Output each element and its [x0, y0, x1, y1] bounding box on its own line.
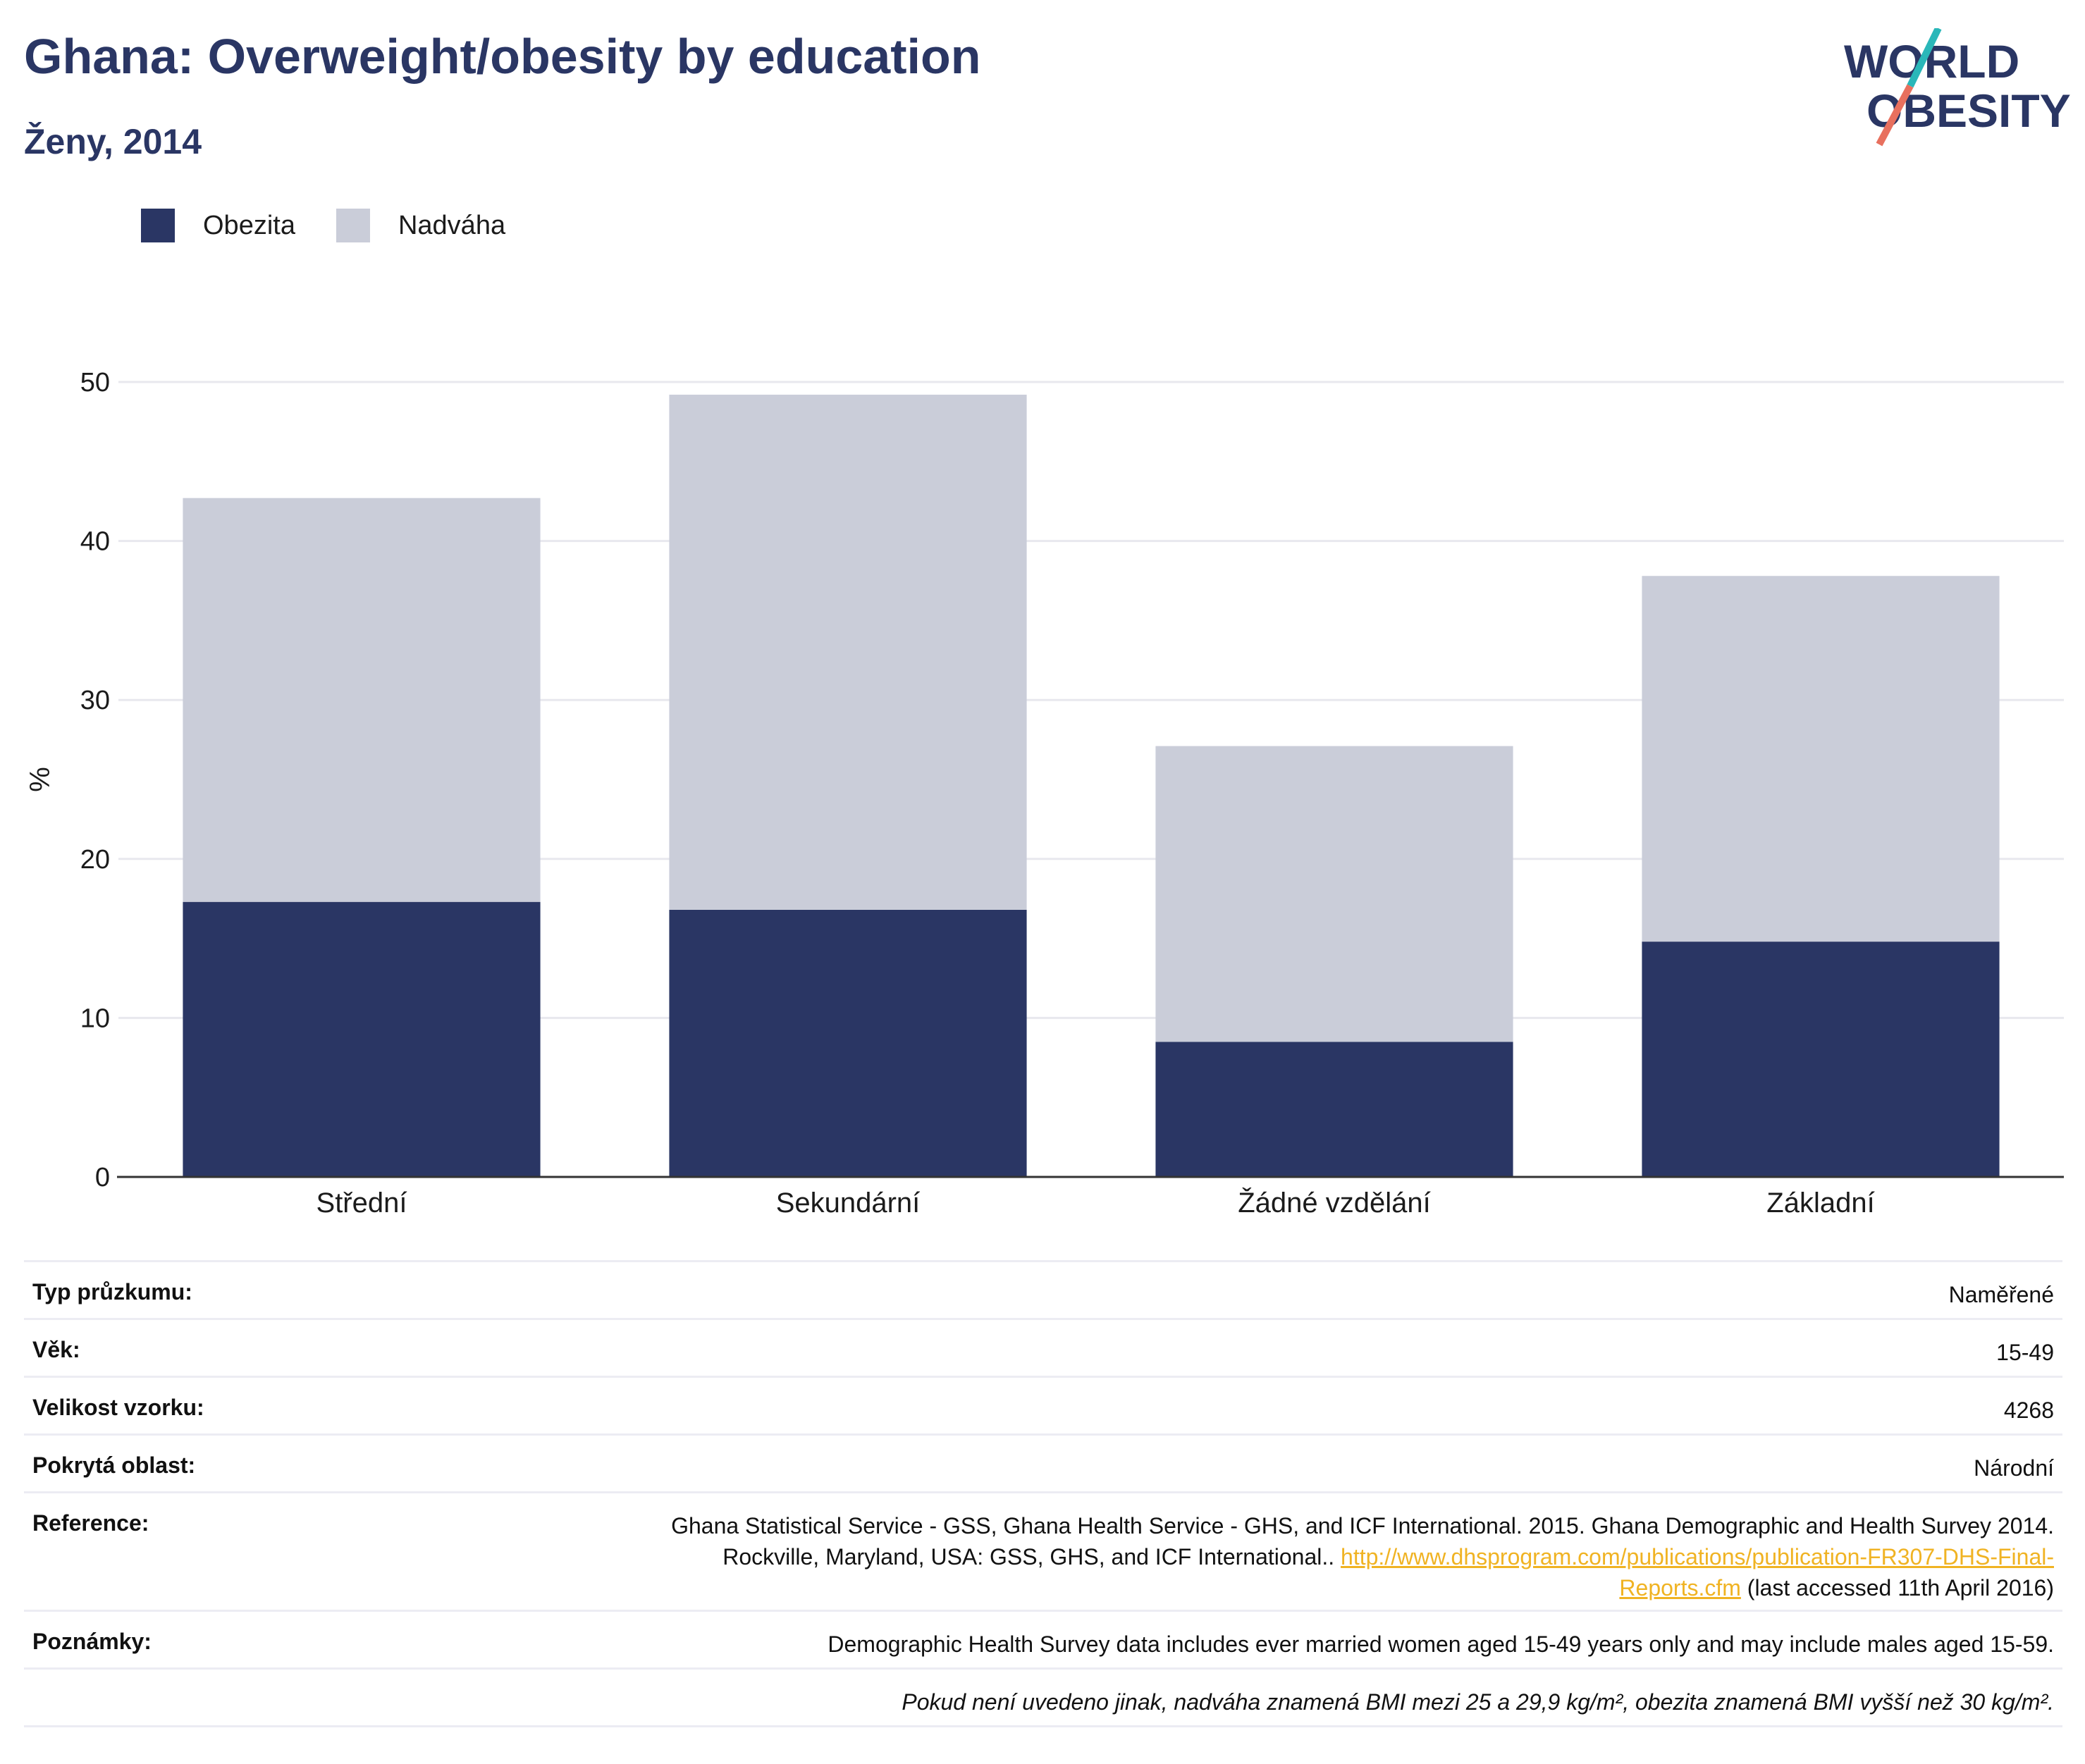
info-row-notes: Poznámky: Demographic Health Survey data…	[24, 1610, 2062, 1669]
y-tick-label: 10	[80, 1004, 110, 1033]
info-value-age: 15-49	[464, 1318, 2062, 1377]
info-row-reference: Reference: Ghana Statistical Service - G…	[24, 1491, 2062, 1611]
info-label-notes: Poznámky:	[24, 1610, 464, 1669]
legend-swatch-obesity	[141, 209, 175, 242]
world-obesity-logo: WORLD OBESITY	[1844, 28, 2071, 147]
chart-legend: Obezita Nadváha	[141, 209, 546, 242]
info-label-age: Věk:	[24, 1318, 464, 1377]
bar-overweight[interactable]	[669, 395, 1027, 910]
bar-obesity[interactable]	[1642, 942, 2000, 1177]
logo-slash-teal	[1907, 28, 1942, 88]
info-row-sample-size: Velikost vzorku: 4268	[24, 1376, 2062, 1435]
legend-item-obesity[interactable]: Obezita	[141, 209, 295, 242]
info-row-age: Věk: 15-49	[24, 1318, 2062, 1377]
legend-swatch-overweight	[336, 209, 370, 242]
legend-label-obesity: Obezita	[203, 210, 295, 240]
survey-info-table: Typ průzkumu: Naměřené Věk: 15-49 Veliko…	[24, 1260, 2062, 1727]
reference-text-line2: Rockville, Maryland, USA: GSS, GHS, and …	[722, 1544, 1335, 1569]
x-tick-label: Střední	[316, 1188, 407, 1219]
logo-slash-coral	[1876, 84, 1914, 147]
reference-text-line1: Ghana Statistical Service - GSS, Ghana H…	[671, 1513, 2054, 1538]
info-label-survey-type: Typ průzkumu:	[24, 1260, 464, 1319]
reference-link[interactable]: http://www.dhsprogram.com/publications/p…	[1341, 1544, 2054, 1569]
legend-label-overweight: Nadváha	[398, 210, 506, 240]
info-value-survey-type: Naměřené	[464, 1260, 2062, 1319]
y-tick-label: 20	[80, 845, 110, 875]
bar-overweight[interactable]	[183, 498, 541, 902]
x-tick-label: Žádné vzdělání	[1238, 1187, 1431, 1219]
bar-obesity[interactable]	[183, 901, 541, 1177]
reference-accessed-note: (last accessed 11th April 2016)	[1747, 1575, 2054, 1600]
y-tick-label: 30	[80, 686, 110, 715]
y-tick-label: 40	[80, 527, 110, 557]
y-tick-label: 50	[80, 368, 110, 397]
info-value-area: Národní	[464, 1433, 2062, 1493]
info-row-survey-type: Typ průzkumu: Naměřené	[24, 1260, 2062, 1319]
reference-link-continued[interactable]: Reports.cfm	[1619, 1575, 1741, 1600]
info-value-notes: Demographic Health Survey data includes …	[464, 1610, 2062, 1669]
bar-overweight[interactable]	[1642, 576, 2000, 942]
info-value-reference: Ghana Statistical Service - GSS, Ghana H…	[464, 1491, 2062, 1611]
chart-subtitle: Ženy, 2014	[24, 122, 202, 161]
y-tick-label: 0	[95, 1163, 110, 1192]
bar-overweight[interactable]	[1155, 746, 1513, 1042]
bar-obesity[interactable]	[669, 909, 1027, 1177]
info-label-reference: Reference:	[24, 1491, 464, 1611]
y-axis-label: %	[25, 767, 56, 792]
info-footnote: Pokud není uvedeno jinak, nadváha znamen…	[464, 1667, 2062, 1727]
legend-item-overweight[interactable]: Nadváha	[336, 209, 505, 242]
x-tick-label: Základní	[1766, 1188, 1874, 1219]
x-tick-label: Sekundární	[776, 1188, 921, 1219]
info-row-footnote: Pokud není uvedeno jinak, nadváha znamen…	[24, 1667, 2062, 1727]
chart-title: Ghana: Overweight/obesity by education	[24, 29, 981, 84]
info-label-area: Pokrytá oblast:	[24, 1433, 464, 1493]
info-footnote-spacer	[24, 1667, 464, 1727]
bar-chart: 0 10 20 30 40 50% Střední Sekundární Žádné vzděl…	[25, 368, 2064, 1219]
bar-obesity[interactable]	[1155, 1042, 1513, 1177]
info-label-sample-size: Velikost vzorku:	[24, 1376, 464, 1435]
info-value-sample-size: 4268	[464, 1376, 2062, 1435]
info-row-area: Pokrytá oblast: Národní	[24, 1433, 2062, 1493]
